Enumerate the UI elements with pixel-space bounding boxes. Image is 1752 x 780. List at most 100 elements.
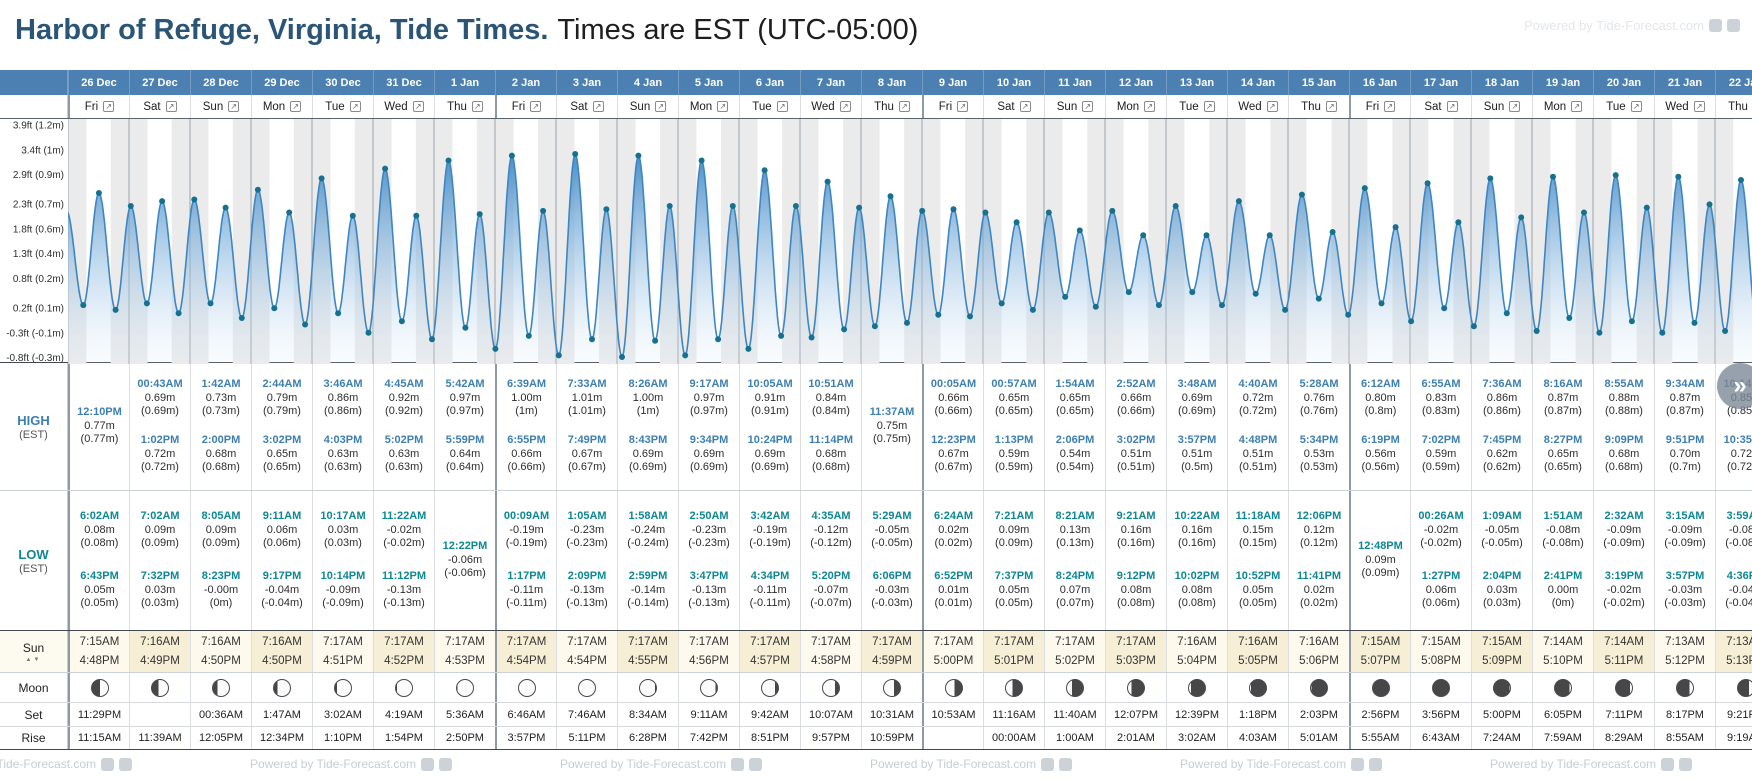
expand-icon[interactable]: ↗ [1384, 101, 1396, 112]
expand-icon[interactable]: ↗ [290, 101, 302, 112]
date-cell[interactable]: 28 Dec [190, 70, 251, 95]
weekday-cell[interactable]: Tue ↗ [312, 95, 373, 118]
expand-icon[interactable]: ↗ [1019, 101, 1031, 112]
weekday-cell[interactable]: Fri ↗ [922, 95, 983, 118]
tide-extreme-dot [127, 203, 134, 209]
weekday-cell[interactable]: Tue ↗ [739, 95, 800, 118]
expand-icon[interactable]: ↗ [1571, 101, 1583, 112]
weekday-cell[interactable]: Sat ↗ [129, 95, 190, 118]
date-cell[interactable]: 17 Jan [1410, 70, 1471, 95]
weekday-cell[interactable]: Thu↗ [861, 95, 922, 118]
date-cell[interactable]: 11 Jan [1044, 70, 1105, 95]
date-cell[interactable]: 4 Jan [617, 70, 678, 95]
weekday-cell[interactable]: Wed ↗ [1654, 95, 1715, 118]
date-cell[interactable]: 16 Jan [1349, 70, 1410, 95]
weekday-cell[interactable]: Fri ↗ [495, 95, 556, 118]
weekday-cell[interactable]: Tue ↗ [1593, 95, 1654, 118]
expand-icon[interactable]: ↗ [412, 101, 424, 112]
date-cell[interactable]: 9 Jan [922, 70, 983, 95]
moon-cell [251, 673, 312, 702]
expand-icon[interactable]: ↗ [655, 101, 667, 112]
weekday-cell[interactable]: Fri ↗ [68, 95, 129, 118]
weekday-cell[interactable]: Sat ↗ [983, 95, 1044, 118]
expand-icon[interactable]: ↗ [530, 101, 542, 112]
expand-icon[interactable]: ↗ [1203, 101, 1215, 112]
date-cell[interactable]: 6 Jan [739, 70, 800, 95]
expand-icon[interactable]: ↗ [1630, 101, 1642, 112]
date-cell[interactable]: 15 Jan [1288, 70, 1349, 95]
expand-icon[interactable]: ↗ [1082, 101, 1094, 112]
date-cell[interactable]: 14 Jan [1227, 70, 1288, 95]
date-cell[interactable]: 22 Jan [1715, 70, 1752, 95]
date-cell[interactable]: 30 Dec [312, 70, 373, 95]
weekday-cell[interactable]: Thu↗ [434, 95, 495, 118]
moon-set-time: 12:07PM [1113, 708, 1159, 721]
weekday-cell[interactable]: Wed ↗ [1227, 95, 1288, 118]
tide-extreme-dot [1013, 219, 1020, 226]
sun-cell: 7:16AM 5:04PM [1166, 631, 1227, 672]
expand-icon[interactable]: ↗ [1509, 101, 1521, 112]
weekday-cell[interactable]: Thu↗ [1715, 95, 1752, 118]
expand-icon[interactable]: ↗ [471, 101, 483, 112]
weekday-cell[interactable]: Thu↗ [1288, 95, 1349, 118]
expand-icon[interactable]: ↗ [592, 101, 604, 112]
date-cell[interactable]: 5 Jan [678, 70, 739, 95]
weekday-cell[interactable]: Tue ↗ [1166, 95, 1227, 118]
expand-icon[interactable]: ↗ [1144, 101, 1156, 112]
date-cell[interactable]: 21 Jan [1654, 70, 1715, 95]
date-cell[interactable]: 7 Jan [800, 70, 861, 95]
date-cell[interactable]: 12 Jan [1105, 70, 1166, 95]
weekday-cell[interactable]: Sat ↗ [1410, 95, 1471, 118]
weekday-cell[interactable]: Sun ↗ [190, 95, 251, 118]
expand-icon[interactable]: ↗ [1446, 101, 1458, 112]
tide-event: 2:41PM 0.00m (0m) [1533, 570, 1593, 611]
date-cell[interactable]: 29 Dec [251, 70, 312, 95]
expand-icon[interactable]: ↗ [1325, 101, 1337, 112]
date-cell[interactable]: 1 Jan [434, 70, 495, 95]
tide-time: 7:32PM [140, 570, 180, 583]
date-cell[interactable]: 2 Jan [495, 70, 556, 95]
expand-icon[interactable]: ↗ [898, 101, 910, 112]
date-cell[interactable]: 19 Jan [1532, 70, 1593, 95]
moon-rise-time: 1:10PM [324, 732, 362, 744]
date-cell[interactable]: 3 Jan [556, 70, 617, 95]
tide-height: -0.02m [386, 523, 422, 536]
date-cell[interactable]: 13 Jan [1166, 70, 1227, 95]
weekday-cell[interactable]: Sat ↗ [556, 95, 617, 118]
weekday-cell[interactable]: Wed ↗ [800, 95, 861, 118]
expand-icon[interactable]: ↗ [776, 101, 788, 112]
date-cell[interactable]: 26 Dec [68, 70, 129, 95]
weekday-cell[interactable]: Wed ↗ [373, 95, 434, 118]
weekday-cell[interactable]: Sun ↗ [1471, 95, 1532, 118]
date-cell[interactable]: 10 Jan [983, 70, 1044, 95]
expand-icon[interactable]: ↗ [1266, 101, 1278, 112]
next-days-button[interactable]: » [1717, 363, 1752, 409]
expand-icon[interactable]: ↗ [349, 101, 361, 112]
weekday-cell[interactable]: Mon ↗ [251, 95, 312, 118]
weekday-cell[interactable]: Sun ↗ [1044, 95, 1105, 118]
weekday-cell[interactable]: Mon ↗ [678, 95, 739, 118]
high-tide-cell: 6:55AM 0.83m (0.83m) 7:02PM 0.59m (0.59m) [1410, 363, 1471, 490]
tide-height-paren: (0.08m) [80, 537, 119, 550]
weekday-cell[interactable]: Sun ↗ [617, 95, 678, 118]
expand-icon[interactable]: ↗ [1693, 101, 1705, 112]
expand-icon[interactable]: ↗ [957, 101, 969, 112]
tide-time: 9:17PM [262, 570, 302, 583]
date-cell[interactable]: 8 Jan [861, 70, 922, 95]
tide-time: 1:27PM [1421, 570, 1461, 583]
weekday-cell[interactable]: Fri ↗ [1349, 95, 1410, 118]
date-cell[interactable]: 27 Dec [129, 70, 190, 95]
date-cell[interactable]: 31 Dec [373, 70, 434, 95]
low-tide-cell: 12:06PM 0.12m (0.12m) 11:41PM 0.02m (0.02m) [1288, 491, 1349, 630]
date-cell[interactable]: 20 Jan [1593, 70, 1654, 95]
expand-icon[interactable]: ↗ [839, 101, 851, 112]
weekday-cell[interactable]: Mon ↗ [1532, 95, 1593, 118]
expand-icon[interactable]: ↗ [165, 101, 177, 112]
weekday-cell[interactable]: Mon ↗ [1105, 95, 1166, 118]
date-cell[interactable]: 18 Jan [1471, 70, 1532, 95]
expand-icon[interactable]: ↗ [103, 101, 115, 112]
expand-icon[interactable]: ↗ [228, 101, 240, 112]
tide-height-paren: (0.85m) [1727, 405, 1752, 418]
expand-icon[interactable]: ↗ [717, 101, 729, 112]
tide-extreme-dot [508, 152, 515, 159]
